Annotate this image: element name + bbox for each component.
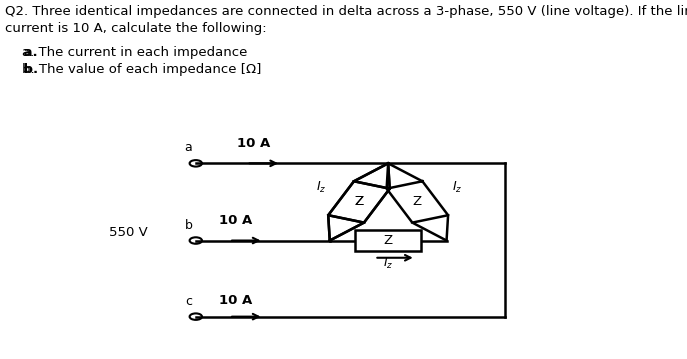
Text: Q2. Three identical impedances are connected in delta across a 3-phase, 550 V (l: Q2. Three identical impedances are conne… (5, 5, 687, 18)
Text: $I_z$: $I_z$ (316, 180, 326, 195)
Text: 10 A: 10 A (237, 137, 270, 150)
Text: b. The value of each impedance [Ω]: b. The value of each impedance [Ω] (5, 63, 262, 76)
Text: a: a (185, 141, 192, 154)
Polygon shape (328, 181, 390, 223)
Text: 10 A: 10 A (219, 214, 253, 227)
Polygon shape (328, 181, 390, 223)
Text: a. The current in each impedance: a. The current in each impedance (5, 46, 248, 59)
Text: current is 10 A, calculate the following:: current is 10 A, calculate the following… (5, 22, 267, 34)
Text: 550 V: 550 V (109, 226, 148, 239)
Text: 10 A: 10 A (219, 294, 253, 307)
Text: b: b (185, 219, 192, 232)
Text: b.: b. (5, 63, 38, 76)
Text: Z: Z (354, 195, 363, 209)
Text: $I_z$: $I_z$ (452, 180, 462, 195)
Bar (355, 230, 421, 251)
Polygon shape (387, 181, 448, 223)
Text: Z: Z (413, 195, 422, 209)
Text: Z: Z (354, 195, 363, 209)
Text: $I_z$: $I_z$ (383, 256, 394, 271)
Text: Z: Z (383, 234, 393, 247)
Text: a.: a. (5, 46, 38, 59)
Text: c: c (185, 295, 192, 308)
